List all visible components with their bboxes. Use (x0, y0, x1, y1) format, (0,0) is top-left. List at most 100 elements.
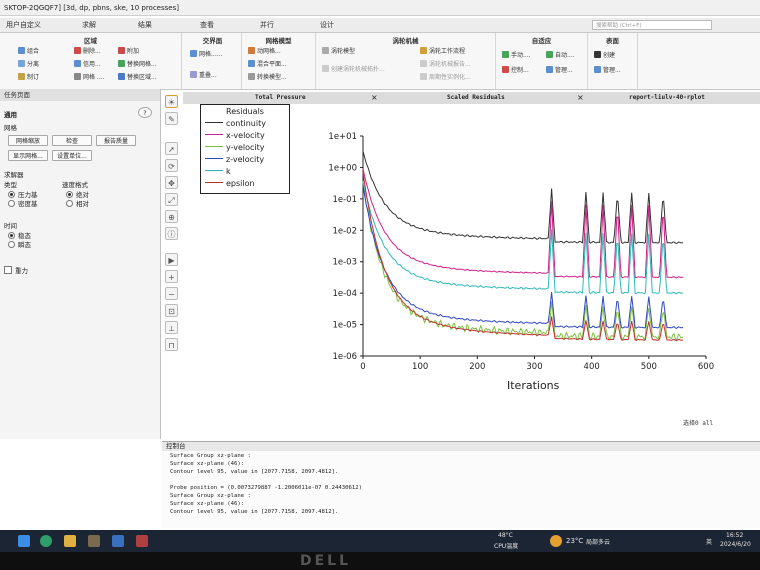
legend-title: Residuals (226, 107, 264, 116)
combine-button[interactable]: 组合 (18, 47, 39, 56)
manage-surface-button[interactable]: 管理... (594, 66, 621, 75)
edit-icon[interactable]: ✎ (165, 112, 178, 125)
menu-customize[interactable]: 用户自定义 (6, 21, 41, 29)
help-icon[interactable]: ? (138, 107, 152, 118)
plot-selector[interactable]: 选择0 all (683, 420, 714, 427)
dynamic-mesh-button[interactable]: 动网格... (248, 47, 281, 56)
tab-scaled-residuals[interactable]: Scaled Residuals (447, 94, 505, 101)
plus-icon (594, 51, 601, 58)
topology-icon (322, 65, 329, 72)
radio-absolute[interactable]: 绝对 (66, 189, 89, 199)
console-line: Surface xz-plane (46): (170, 501, 245, 507)
replace-mesh-icon (118, 60, 125, 67)
y-tick-label: 1e-03 (332, 258, 357, 268)
append-button[interactable]: 附加 (118, 47, 139, 56)
adapt-manage-button[interactable]: 管理... (546, 66, 573, 75)
replace-zone-button[interactable]: 替换区域... (118, 73, 157, 82)
radio-pressure-based[interactable]: 压力基 (8, 189, 38, 199)
app-icon[interactable] (88, 535, 100, 547)
gravity-checkbox[interactable]: 重力 (4, 265, 28, 275)
adapt-manual-button[interactable]: 手动.... (502, 51, 531, 60)
info-icon[interactable]: ⓘ (165, 227, 178, 240)
mixing-plane-button[interactable]: 混合平面... (248, 60, 287, 69)
zoom-icon[interactable]: ⊕ (165, 210, 178, 223)
control-icon (502, 66, 509, 73)
turbo-report-button[interactable]: 涡轮机械报告... (420, 60, 471, 69)
start-icon[interactable] (18, 535, 30, 547)
tab-total-pressure[interactable]: Total Pressure (255, 94, 306, 101)
delete-button[interactable]: 删除... (74, 47, 101, 56)
lock-icon[interactable]: ⊓ (165, 338, 178, 351)
solver-label: 求解器 (4, 171, 24, 179)
console-panel[interactable]: 控制台 Surface Group xz-plane : Surface xz-… (162, 441, 760, 528)
y-tick-label: 1e-02 (332, 226, 357, 236)
radio-icon (66, 191, 73, 198)
separate-button[interactable]: 分离 (18, 60, 39, 69)
menu-results[interactable]: 结果 (138, 21, 152, 29)
axes-icon[interactable]: ⟂ (165, 321, 178, 334)
overlap-button[interactable]: 重叠... (190, 71, 217, 80)
clock-time: 16:52 (726, 532, 744, 539)
set-units-button[interactable]: 设置单位... (52, 150, 92, 161)
input-language[interactable]: 英 (706, 539, 713, 546)
velocity-label: 速度格式 (62, 181, 88, 189)
screen: SKTOP-2QGQF7] [3d, dp, pbns, ske, 10 pro… (0, 0, 760, 530)
zoom-box-icon[interactable]: ⤢ (165, 193, 178, 206)
x-tick-label: 300 (526, 362, 542, 372)
close-icon[interactable]: × (577, 93, 584, 102)
display-mesh-button[interactable]: 显示网格... (8, 150, 48, 161)
fit-icon[interactable]: ⊡ (165, 304, 178, 317)
turbo-workflow-button[interactable]: 涡轮工作流程 (420, 47, 465, 56)
tab-report-plot[interactable]: report-liulv-40-rplot (629, 94, 705, 101)
zoom-out-icon[interactable]: − (165, 287, 178, 300)
y-tick-label: 1e+00 (328, 163, 357, 173)
radio-icon (8, 232, 15, 239)
pan-icon[interactable]: ✥ (165, 176, 178, 189)
replace-mesh-button[interactable]: 替换网格... (118, 60, 157, 69)
adapt-control-button[interactable]: 控制... (502, 66, 529, 75)
adapt-auto-button[interactable]: 自动.... (546, 51, 575, 60)
fluent-icon[interactable] (136, 535, 148, 547)
radio-relative[interactable]: 相对 (66, 198, 89, 208)
play-icon[interactable]: ▶ (165, 253, 178, 266)
legend-entry-continuity: continuity (205, 118, 266, 129)
mesh-display-button[interactable]: 网格 .... (74, 73, 105, 82)
rotate-icon[interactable]: ⟳ (165, 159, 178, 172)
turbo-models-button[interactable]: 涡轮模型 (322, 47, 355, 56)
mesh-scale-button[interactable]: 网格缩放 (8, 135, 48, 146)
create-turbo-topology-button[interactable]: 创建涡轮机械拓扑... (322, 65, 385, 74)
report-quality-button[interactable]: 报告质量 (96, 135, 136, 146)
menu-solve[interactable]: 求解 (82, 21, 96, 29)
make-button[interactable]: 制订 (18, 73, 39, 82)
y-tick-label: 1e-01 (332, 195, 357, 205)
app-icon[interactable] (112, 535, 124, 547)
activate-button[interactable]: 信用... (74, 60, 101, 69)
edge-icon[interactable] (40, 535, 52, 547)
ribbon-group-adapt: 自适应 手动.... 自动.... 控制... 管理... (496, 33, 588, 89)
radio-transient[interactable]: 瞬态 (8, 239, 31, 249)
close-icon[interactable]: × (371, 93, 378, 102)
zoom-in-icon[interactable]: + (165, 270, 178, 283)
legend: Residuals continuity x-velocity y-veloci… (200, 104, 290, 194)
sun-icon[interactable]: ☀ (165, 95, 178, 108)
combine-icon (18, 47, 25, 54)
report-icon (420, 60, 427, 67)
menu-parallel[interactable]: 并行 (260, 21, 274, 29)
menu-design[interactable]: 设计 (320, 21, 334, 29)
workflow-icon (420, 47, 427, 54)
interface-mesh-button[interactable]: 网格...... (190, 50, 222, 59)
radio-steady[interactable]: 稳态 (8, 230, 31, 240)
pointer-icon[interactable]: ➚ (165, 142, 178, 155)
turbo-model-button[interactable]: 转换模型... (248, 73, 287, 82)
periodic-instancing-button[interactable]: 周期性实例化... (420, 73, 471, 82)
legend-entry-k: k (205, 166, 231, 177)
radio-density-based[interactable]: 密度基 (8, 198, 38, 208)
mesh-display-icon (74, 73, 81, 80)
ribbon-group-title: 自适应 (531, 37, 552, 45)
check-button[interactable]: 检查 (52, 135, 92, 146)
ribbon-group-interface: 交界面 网格...... 重叠... (184, 33, 242, 89)
menu-view[interactable]: 查看 (200, 21, 214, 29)
create-surface-button[interactable]: 创建 (594, 51, 615, 60)
folder-icon[interactable] (64, 535, 76, 547)
search-input[interactable]: 搜索帮助 (Ctrl+F) (592, 20, 712, 30)
